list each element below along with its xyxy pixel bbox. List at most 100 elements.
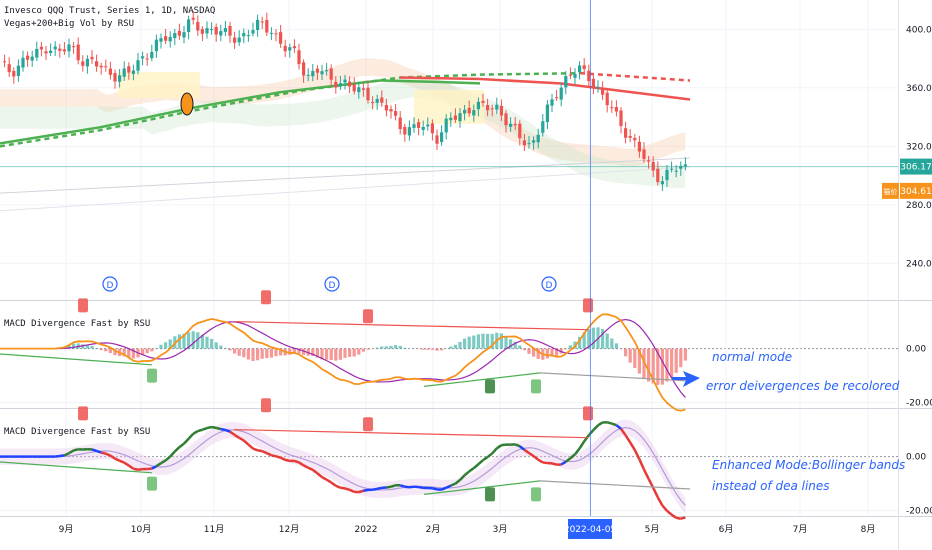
macd-histogram-bar [674,348,678,373]
macd-line-segment [656,496,664,507]
macd-line-segment [91,448,97,453]
macd-line-segment [399,484,406,488]
candle-body [660,181,665,185]
candle-body [426,124,430,127]
candle-body [39,46,44,50]
annotation-enhanced-mode: Enhanced Mode:Bollinger bands [712,458,905,472]
candle-body [541,121,545,133]
time-axis[interactable]: 9月 10月 11月 12月 2022 2月 3月 2022-04-05 5月 6月 7月 8月 [59,519,876,539]
candle-body [347,81,352,87]
macd-line-segment [59,454,65,458]
candle-body [136,60,140,71]
macd-histogram-bar [127,348,131,358]
macd-line-segment [119,459,125,464]
main-indicator-legend[interactable]: Vegas+200+Big Vol by RSU [4,19,134,29]
macd-line-segment [183,437,190,445]
macd-line-segment [316,472,323,479]
ema-red [399,76,691,101]
macd-line-segment [670,513,677,519]
macd-histogram-bar [104,348,108,352]
macd2-legend[interactable]: MACD Divergence Fast by RSU [4,427,150,437]
price-axis[interactable]: 400.00 360.00 320.00 280.00 240.00 0.00 -20.00… [906,25,932,516]
macd-line-segment [633,449,641,460]
macd-line-segment [303,464,309,469]
macd-line-segment [178,442,185,449]
candle-body [623,128,628,138]
macd-histogram-bar [439,348,444,351]
macd-histogram-bar [246,348,251,360]
time-tick-label: 2月 [426,524,441,535]
candle-body [117,75,122,82]
candle-body [99,65,103,68]
macd-line-segment [340,486,346,490]
candle-body [412,124,416,128]
candle-body [536,134,540,143]
price-tick-label: 360.00 [906,84,932,94]
macd-histogram-bar [637,348,642,374]
macd-line-segment [432,487,438,491]
candle-body [587,70,591,82]
macd-histogram-bar [205,336,209,349]
macd-histogram-bar [610,338,614,349]
macd-histogram-bar [232,348,237,354]
macd-histogram-bar [683,348,688,361]
macd-histogram-bar [426,348,430,350]
grid-lines [0,0,898,516]
recolored-divergence-line [539,480,691,490]
candle-body [301,62,306,76]
candle-body [237,37,241,43]
candle-body [554,97,559,99]
candle-body [2,61,7,63]
candle-body [90,56,94,60]
macd-line-segment [638,458,646,471]
macd-histogram-bar [237,348,241,356]
macd-histogram-bar [651,348,655,384]
macd-line-segment [206,425,212,430]
annotation-normal-mode: normal mode [712,350,792,364]
macd-histogram-bar [209,338,214,349]
candle-body [610,107,614,109]
divergence-tag [78,298,88,313]
macd-histogram-bar [311,348,315,357]
macd-line-segment [114,457,121,462]
macd-histogram-bar [435,348,439,351]
macd-histogram-bar [145,348,149,354]
macd-histogram-bar [163,342,168,349]
macd-histogram-bar [646,348,651,382]
macd-histogram-bar [527,348,531,354]
macd-line-segment [220,427,226,432]
candle-body [407,127,412,136]
bullish-divergence-line [423,480,541,495]
candle-body [642,149,646,159]
bullish-divergence-line [0,461,153,474]
macd-histogram-bar [274,348,278,357]
candle-body [637,141,642,152]
macd1-legend[interactable]: MACD Divergence Fast by RSU [4,319,150,329]
macd-histogram-bar [504,336,508,349]
candle-body [389,109,393,112]
divergence-tag [531,487,541,502]
macd-histogram-bar [255,348,260,361]
macd-line-segment [523,448,530,455]
macd-histogram-bar [196,332,200,349]
macd-histogram-bar [338,348,343,360]
macd-line-segment [661,504,668,512]
macd-histogram-bar [393,345,398,349]
macd-histogram-bar [518,345,522,349]
macd-line-segment [376,486,383,491]
macd-histogram-bar [90,345,94,349]
divergence-tag [261,290,271,305]
divergence-tag [583,406,593,421]
time-tick-label: 2022 [355,525,378,535]
macd-normal-pane [0,290,691,412]
macd-histogram-bar [628,348,632,363]
macd-histogram-bar [679,348,683,368]
macd-line-segment [73,448,79,452]
macd-line-segment [486,452,493,459]
macd-line-segment [574,447,581,456]
candle-body [242,33,246,37]
ema-dashed-green [0,71,581,148]
macd-line-segment [224,428,231,433]
